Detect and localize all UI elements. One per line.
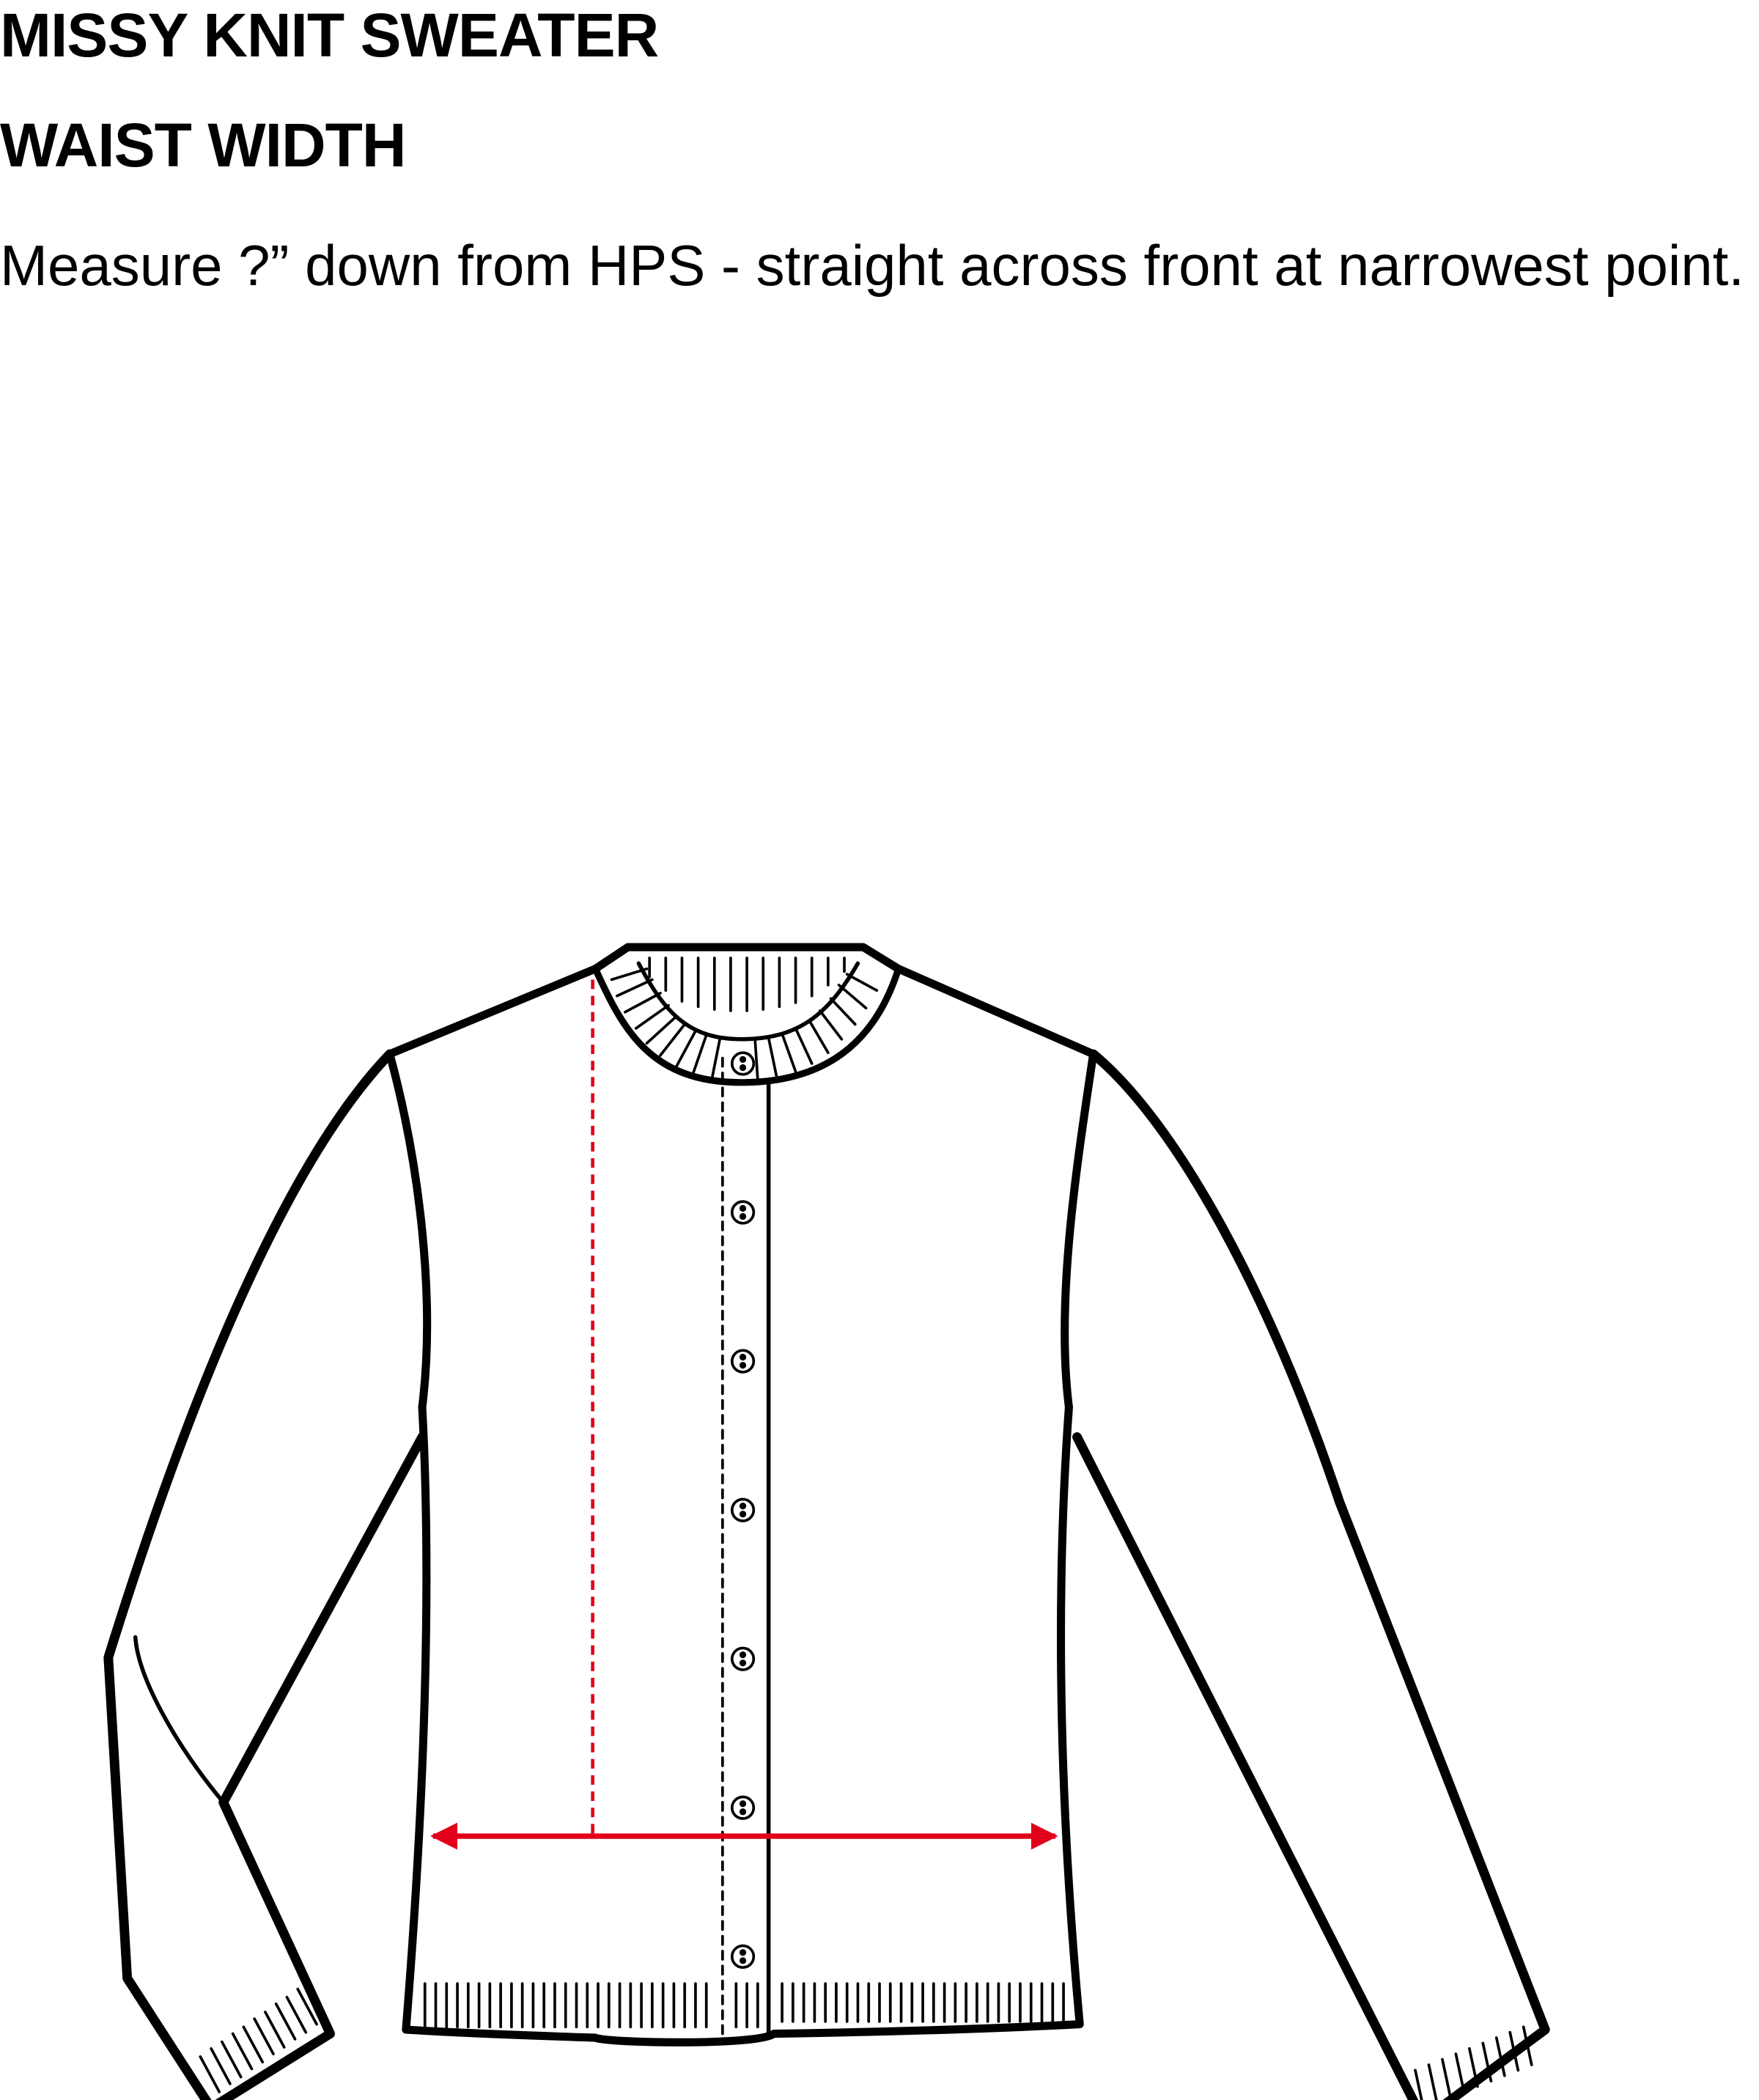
left-cuff-ribbing: [199, 1987, 318, 2093]
measurement-instruction: Measure ?” down from HPS - straight acro…: [0, 233, 1744, 298]
right-cuff-ribbing: [1414, 2025, 1533, 2100]
button: [730, 1795, 756, 1820]
right-sleeve: [1072, 1049, 1550, 2100]
measurement-name: WAIST WIDTH: [0, 111, 407, 180]
left-sleeve: [103, 1049, 427, 2100]
neck-ribbing: [591, 965, 902, 1086]
button: [730, 1349, 756, 1374]
button: [730, 1051, 756, 1076]
page-title: MISSY KNIT SWEATER: [0, 1, 659, 70]
button: [730, 1200, 756, 1225]
neck-ribbing-inner: [636, 961, 860, 1042]
button: [730, 1944, 756, 1969]
button: [730, 1497, 756, 1522]
left-sleeve-fold: [133, 1635, 226, 1805]
hem-ribbing: [423, 1982, 1065, 2029]
button: [730, 1646, 756, 1671]
sweater-body-outline: [386, 943, 1098, 2046]
neck-rib-hatch: [610, 957, 879, 1081]
buttons: [730, 1051, 756, 1969]
